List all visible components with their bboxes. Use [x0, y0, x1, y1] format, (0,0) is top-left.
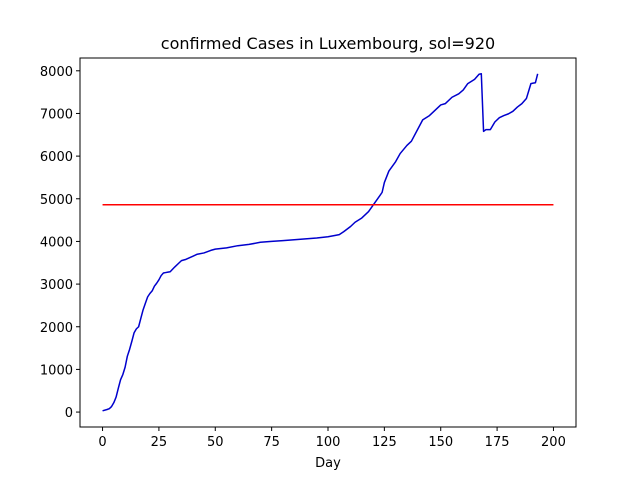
x-tick-label: 200	[541, 435, 566, 450]
x-tick-label: 0	[98, 435, 106, 450]
y-tick-label: 2000	[40, 321, 73, 336]
y-tick-label: 5000	[40, 193, 73, 208]
y-tick-label: 7000	[40, 107, 73, 122]
y-tick-label: 3000	[40, 278, 73, 293]
y-tick-label: 0	[65, 406, 73, 421]
x-tick-label: 100	[316, 435, 341, 450]
x-axis: 0 25 50 75 100 125 150 175 200	[98, 427, 566, 450]
chart-title: confirmed Cases in Luxembourg, sol=920	[161, 34, 495, 53]
y-axis: 0 1000 2000 3000 4000 5000 6000 7000 8000	[40, 65, 80, 421]
x-tick-label: 150	[428, 435, 453, 450]
x-tick-label: 175	[485, 435, 510, 450]
x-tick-label: 125	[372, 435, 397, 450]
y-tick-label: 6000	[40, 150, 73, 165]
x-tick-label: 50	[207, 435, 224, 450]
series-layer	[102, 73, 554, 412]
x-axis-label: Day	[315, 456, 341, 471]
x-tick-label: 75	[263, 435, 280, 450]
y-tick-label: 8000	[40, 65, 73, 80]
y-tick-label: 4000	[40, 235, 73, 250]
plot-frame	[79, 57, 577, 428]
x-tick-label: 25	[151, 435, 168, 450]
series-line-1	[102, 73, 539, 412]
y-tick-label: 1000	[40, 363, 73, 378]
